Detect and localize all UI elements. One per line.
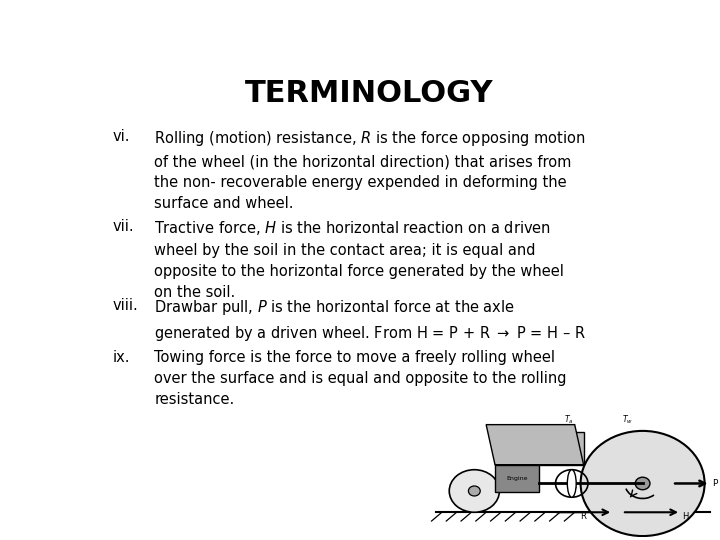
Text: ix.: ix.: [112, 349, 130, 364]
Circle shape: [580, 431, 705, 536]
Polygon shape: [486, 424, 583, 465]
Text: viii.: viii.: [112, 298, 138, 313]
Text: P: P: [712, 479, 717, 488]
Text: TERMINOLOGY: TERMINOLOGY: [245, 79, 493, 109]
Text: R: R: [580, 512, 587, 521]
Text: Drawbar pull, $P$ is the horizontal force at the axle
generated by a driven whee: Drawbar pull, $P$ is the horizontal forc…: [154, 298, 586, 343]
Circle shape: [449, 470, 500, 512]
Text: Engine: Engine: [506, 476, 528, 481]
Text: Tractive force, $H$ is the horizontal reaction on a driven
wheel by the soil in : Tractive force, $H$ is the horizontal re…: [154, 219, 564, 300]
Polygon shape: [495, 432, 583, 465]
Circle shape: [635, 477, 650, 490]
Text: vi.: vi.: [112, 129, 130, 144]
Polygon shape: [495, 465, 539, 492]
Text: $T_a$: $T_a$: [564, 414, 574, 426]
Ellipse shape: [567, 470, 576, 497]
Text: Towing force is the force to move a freely rolling wheel
over the surface and is: Towing force is the force to move a free…: [154, 349, 567, 407]
Text: H: H: [683, 512, 689, 521]
Text: vii.: vii.: [112, 219, 134, 234]
Text: $T_w$: $T_w$: [622, 414, 634, 426]
Circle shape: [469, 486, 480, 496]
Text: Rolling (motion) resistance, $R$ is the force opposing motion
of the wheel (in t: Rolling (motion) resistance, $R$ is the …: [154, 129, 585, 211]
